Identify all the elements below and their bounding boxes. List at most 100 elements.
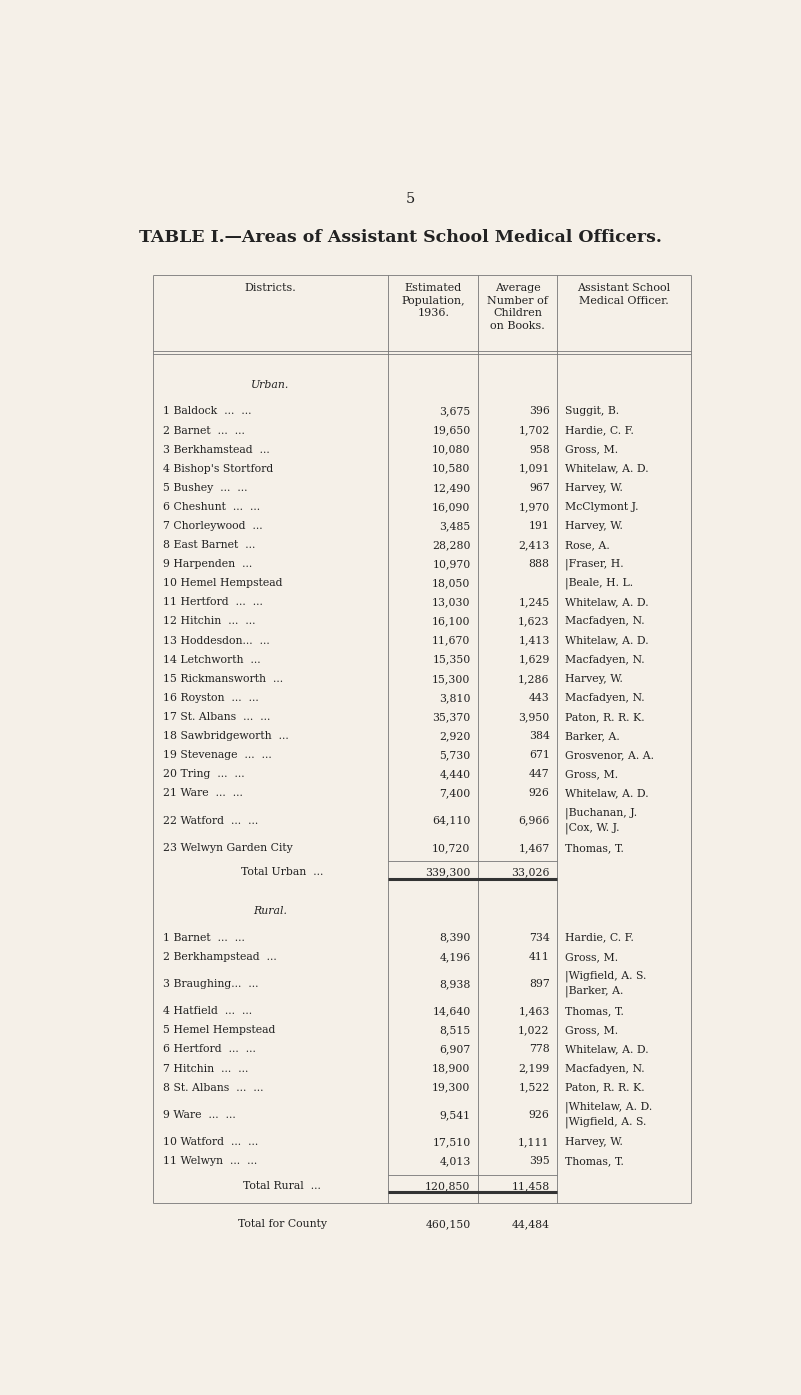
Text: 16,100: 16,100 [432,617,470,626]
Text: 33,026: 33,026 [511,868,549,877]
Text: 888: 888 [529,559,549,569]
Text: 10,720: 10,720 [433,843,470,852]
Text: 447: 447 [529,769,549,780]
Text: 4 Hatfield  ...  ...: 4 Hatfield ... ... [163,1006,252,1016]
Text: Macfadyen, N.: Macfadyen, N. [566,1063,645,1074]
Text: 339,300: 339,300 [425,868,470,877]
Text: 13,030: 13,030 [432,597,470,607]
Text: 460,150: 460,150 [425,1219,470,1229]
Text: 4 Bishop's Stortford: 4 Bishop's Stortford [163,463,273,474]
Text: 64,110: 64,110 [433,816,470,826]
Text: 2,413: 2,413 [518,540,549,550]
Text: 4,196: 4,196 [439,951,470,961]
Text: |Fraser, H.: |Fraser, H. [566,558,624,571]
Text: 734: 734 [529,933,549,943]
Text: 9 Ware  ...  ...: 9 Ware ... ... [163,1110,235,1120]
Text: 19 Stevenage  ...  ...: 19 Stevenage ... ... [163,751,272,760]
Text: 15,350: 15,350 [433,654,470,664]
Text: 1,111: 1,111 [518,1137,549,1147]
Text: Macfadyen, N.: Macfadyen, N. [566,617,645,626]
Text: 8 St. Albans  ...  ...: 8 St. Albans ... ... [163,1083,264,1092]
Text: 23 Welwyn Garden City: 23 Welwyn Garden City [163,843,292,852]
Text: Macfadyen, N.: Macfadyen, N. [566,654,645,664]
Text: 958: 958 [529,445,549,455]
Text: |Barker, A.: |Barker, A. [566,986,623,997]
Text: 35,370: 35,370 [433,711,470,723]
Text: Grosvenor, A. A.: Grosvenor, A. A. [566,751,654,760]
Text: 3,810: 3,810 [439,693,470,703]
Text: Harvey, W.: Harvey, W. [566,520,623,531]
Text: 18,050: 18,050 [433,579,470,589]
Text: |Cox, W. J.: |Cox, W. J. [566,822,620,834]
Text: 19,300: 19,300 [433,1083,470,1092]
Text: Hardie, C. F.: Hardie, C. F. [566,425,634,435]
Text: McClymont J.: McClymont J. [566,502,638,512]
Text: Harvey, W.: Harvey, W. [566,1137,623,1147]
Text: Districts.: Districts. [245,283,296,293]
Text: Gross, M.: Gross, M. [566,445,618,455]
Text: |Buchanan, J.: |Buchanan, J. [566,808,638,819]
Text: 1 Baldock  ...  ...: 1 Baldock ... ... [163,406,252,417]
Text: 10,580: 10,580 [433,463,470,474]
Text: 17,510: 17,510 [433,1137,470,1147]
Text: 11,458: 11,458 [511,1180,549,1191]
Text: |Wigfield, A. S.: |Wigfield, A. S. [566,971,646,982]
Text: 1,091: 1,091 [518,463,549,474]
Text: 1,245: 1,245 [518,597,549,607]
Text: 6,966: 6,966 [518,816,549,826]
Text: Total Urban  ...: Total Urban ... [241,868,324,877]
Text: 967: 967 [529,483,549,492]
Text: 2,199: 2,199 [518,1063,549,1074]
Text: Gross, M.: Gross, M. [566,951,618,961]
Text: 1,702: 1,702 [518,425,549,435]
Text: |Wigfield, A. S.: |Wigfield, A. S. [566,1116,646,1129]
Text: 12,490: 12,490 [433,483,470,492]
Text: 11,670: 11,670 [433,636,470,646]
Text: 6 Cheshunt  ...  ...: 6 Cheshunt ... ... [163,502,260,512]
Text: 1,623: 1,623 [518,617,549,626]
Text: 443: 443 [529,693,549,703]
Text: 19,650: 19,650 [433,425,470,435]
Text: 3,950: 3,950 [518,711,549,723]
Text: Whitelaw, A. D.: Whitelaw, A. D. [566,636,649,646]
Text: 11 Hertford  ...  ...: 11 Hertford ... ... [163,597,263,607]
Text: 8 East Barnet  ...: 8 East Barnet ... [163,540,256,550]
Text: 15,300: 15,300 [433,674,470,684]
Text: 15 Rickmansworth  ...: 15 Rickmansworth ... [163,674,283,684]
Text: 3 Berkhamstead  ...: 3 Berkhamstead ... [163,445,270,455]
Text: 16,090: 16,090 [433,502,470,512]
Text: Suggit, B.: Suggit, B. [566,406,619,417]
Text: 8,515: 8,515 [439,1025,470,1035]
Text: 3 Braughing...  ...: 3 Braughing... ... [163,979,259,989]
Text: Barker, A.: Barker, A. [566,731,620,741]
Text: 1,970: 1,970 [518,502,549,512]
Text: 3,485: 3,485 [439,520,470,531]
Text: 7,400: 7,400 [439,788,470,798]
Text: 1,467: 1,467 [518,843,549,852]
Text: 18,900: 18,900 [433,1063,470,1074]
Text: 6 Hertford  ...  ...: 6 Hertford ... ... [163,1045,256,1055]
Text: 411: 411 [529,951,549,961]
Text: Gross, M.: Gross, M. [566,769,618,780]
Text: 22 Watford  ...  ...: 22 Watford ... ... [163,816,258,826]
Text: 3,675: 3,675 [439,406,470,417]
Text: 5,730: 5,730 [439,751,470,760]
Text: 4,013: 4,013 [439,1156,470,1166]
Text: |Whitelaw, A. D.: |Whitelaw, A. D. [566,1102,652,1113]
Text: 5: 5 [406,193,415,206]
Text: Rural.: Rural. [254,907,288,917]
Text: 12 Hitchin  ...  ...: 12 Hitchin ... ... [163,617,256,626]
Text: Whitelaw, A. D.: Whitelaw, A. D. [566,1045,649,1055]
Text: 28,280: 28,280 [432,540,470,550]
Text: 671: 671 [529,751,549,760]
Text: Macfadyen, N.: Macfadyen, N. [566,693,645,703]
Text: 8,938: 8,938 [439,979,470,989]
Text: 21 Ware  ...  ...: 21 Ware ... ... [163,788,243,798]
Text: 1,286: 1,286 [518,674,549,684]
Text: 6,907: 6,907 [439,1045,470,1055]
Text: Paton, R. R. K.: Paton, R. R. K. [566,1083,645,1092]
Text: 13 Hoddesdon...  ...: 13 Hoddesdon... ... [163,636,270,646]
Text: 10 Watford  ...  ...: 10 Watford ... ... [163,1137,258,1147]
Text: 10 Hemel Hempstead: 10 Hemel Hempstead [163,579,283,589]
Text: Harvey, W.: Harvey, W. [566,674,623,684]
